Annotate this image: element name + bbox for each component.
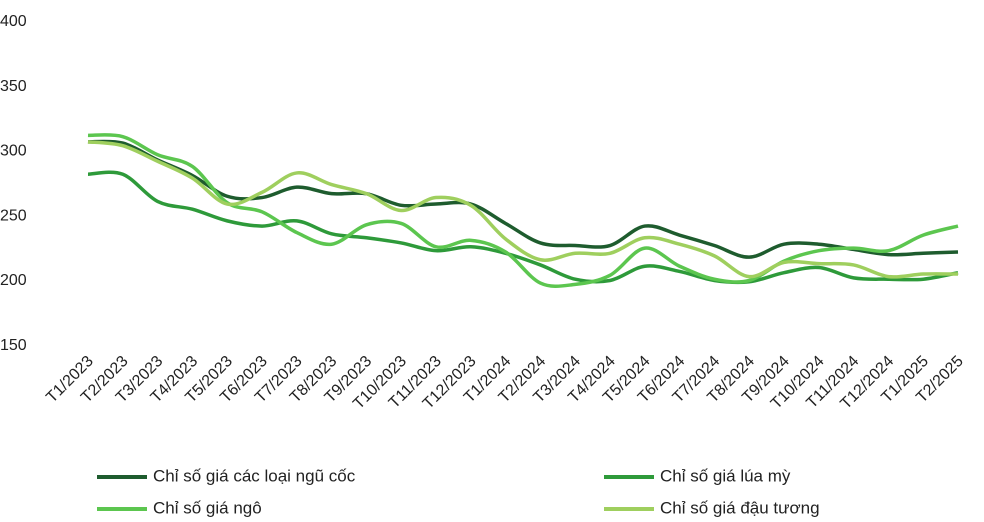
legend-label: Chỉ số giá ngô bbox=[153, 498, 262, 517]
y-tick-label: 200 bbox=[0, 272, 27, 289]
y-tick-label: 250 bbox=[0, 207, 27, 224]
y-tick-label: 350 bbox=[0, 78, 27, 95]
y-tick-label: 400 bbox=[0, 13, 27, 30]
legend-label: Chỉ số giá các loại ngũ cốc bbox=[153, 466, 356, 485]
series-line bbox=[87, 140, 959, 279]
series-line bbox=[87, 170, 959, 285]
y-tick-label: 150 bbox=[0, 337, 27, 354]
legend-label: Chỉ số giá lúa mỳ bbox=[660, 466, 791, 485]
legend-label: Chỉ số giá đậu tương bbox=[660, 498, 820, 517]
y-tick-label: 300 bbox=[0, 143, 27, 160]
series-line bbox=[87, 139, 959, 259]
